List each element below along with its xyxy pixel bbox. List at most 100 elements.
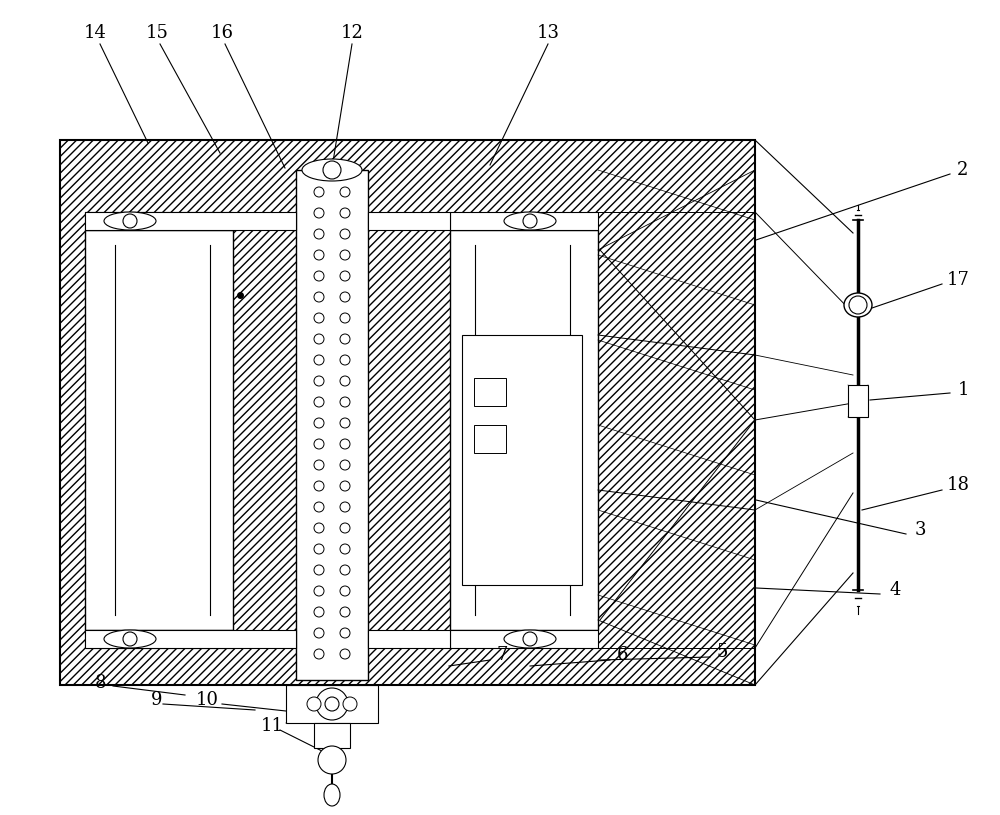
Circle shape bbox=[340, 481, 350, 491]
Bar bbox=[450, 230, 598, 630]
Circle shape bbox=[314, 565, 324, 575]
Circle shape bbox=[340, 502, 350, 512]
Circle shape bbox=[340, 229, 350, 239]
Circle shape bbox=[314, 250, 324, 260]
Ellipse shape bbox=[104, 630, 156, 648]
Bar bbox=[85, 630, 233, 648]
Bar bbox=[60, 140, 755, 685]
Bar bbox=[368, 630, 450, 648]
Circle shape bbox=[123, 632, 137, 646]
Ellipse shape bbox=[844, 293, 872, 317]
Circle shape bbox=[314, 439, 324, 449]
Circle shape bbox=[307, 697, 321, 711]
Bar bbox=[450, 212, 598, 230]
Circle shape bbox=[314, 544, 324, 554]
Circle shape bbox=[340, 565, 350, 575]
Bar bbox=[848, 385, 868, 417]
Circle shape bbox=[849, 296, 867, 314]
Text: 3: 3 bbox=[914, 521, 926, 539]
Text: 5: 5 bbox=[716, 643, 728, 661]
Bar bbox=[450, 630, 598, 648]
Text: 16: 16 bbox=[211, 24, 234, 42]
Circle shape bbox=[314, 481, 324, 491]
Circle shape bbox=[340, 523, 350, 533]
Circle shape bbox=[314, 271, 324, 281]
Text: 14: 14 bbox=[84, 24, 106, 42]
Text: 13: 13 bbox=[536, 24, 560, 42]
Circle shape bbox=[340, 250, 350, 260]
Bar bbox=[474, 378, 506, 406]
Text: 17: 17 bbox=[947, 271, 969, 289]
Ellipse shape bbox=[504, 212, 556, 230]
Circle shape bbox=[523, 632, 537, 646]
Circle shape bbox=[316, 688, 348, 720]
Bar bbox=[286, 685, 378, 723]
Circle shape bbox=[523, 214, 537, 228]
Circle shape bbox=[340, 355, 350, 365]
Circle shape bbox=[314, 607, 324, 617]
Circle shape bbox=[123, 214, 137, 228]
Circle shape bbox=[318, 746, 346, 774]
Text: 6: 6 bbox=[616, 646, 628, 664]
Circle shape bbox=[314, 334, 324, 344]
Text: 1: 1 bbox=[957, 381, 969, 399]
Circle shape bbox=[340, 460, 350, 470]
Circle shape bbox=[314, 523, 324, 533]
Circle shape bbox=[314, 208, 324, 218]
Text: 11: 11 bbox=[261, 717, 284, 735]
Circle shape bbox=[340, 208, 350, 218]
Text: 10: 10 bbox=[196, 691, 219, 709]
Circle shape bbox=[340, 544, 350, 554]
Circle shape bbox=[340, 649, 350, 659]
Bar bbox=[314, 723, 350, 748]
Bar bbox=[85, 212, 296, 230]
Circle shape bbox=[314, 397, 324, 407]
Circle shape bbox=[340, 187, 350, 197]
Bar bbox=[85, 630, 296, 648]
Ellipse shape bbox=[324, 784, 340, 806]
Circle shape bbox=[340, 607, 350, 617]
Circle shape bbox=[340, 292, 350, 302]
Circle shape bbox=[314, 187, 324, 197]
Circle shape bbox=[340, 334, 350, 344]
Circle shape bbox=[314, 313, 324, 323]
Text: 9: 9 bbox=[151, 691, 163, 709]
Circle shape bbox=[314, 502, 324, 512]
Bar bbox=[474, 425, 506, 453]
Circle shape bbox=[323, 161, 341, 179]
Text: 2: 2 bbox=[957, 161, 969, 179]
Bar bbox=[60, 140, 755, 685]
Circle shape bbox=[314, 460, 324, 470]
Circle shape bbox=[314, 292, 324, 302]
Bar bbox=[85, 212, 233, 230]
Circle shape bbox=[314, 355, 324, 365]
Circle shape bbox=[314, 628, 324, 638]
Circle shape bbox=[340, 376, 350, 386]
Text: 4: 4 bbox=[889, 581, 901, 599]
Circle shape bbox=[314, 586, 324, 596]
Circle shape bbox=[314, 376, 324, 386]
Circle shape bbox=[340, 418, 350, 428]
Text: 15: 15 bbox=[146, 24, 168, 42]
Circle shape bbox=[340, 439, 350, 449]
Circle shape bbox=[314, 229, 324, 239]
Ellipse shape bbox=[302, 159, 362, 181]
Circle shape bbox=[340, 397, 350, 407]
Bar bbox=[462, 335, 582, 585]
Circle shape bbox=[340, 313, 350, 323]
Bar bbox=[296, 170, 368, 680]
Ellipse shape bbox=[104, 212, 156, 230]
Circle shape bbox=[314, 418, 324, 428]
Circle shape bbox=[325, 697, 339, 711]
Circle shape bbox=[340, 628, 350, 638]
Text: 12: 12 bbox=[341, 24, 363, 42]
Circle shape bbox=[340, 586, 350, 596]
Text: 7: 7 bbox=[496, 646, 508, 664]
Bar bbox=[85, 230, 233, 630]
Circle shape bbox=[343, 697, 357, 711]
Text: 8: 8 bbox=[94, 674, 106, 692]
Circle shape bbox=[340, 271, 350, 281]
Text: 18: 18 bbox=[946, 476, 970, 494]
Circle shape bbox=[314, 649, 324, 659]
Bar bbox=[368, 212, 450, 230]
